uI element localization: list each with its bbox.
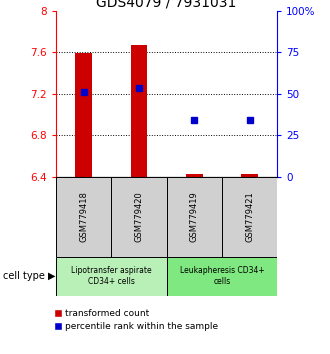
Bar: [222, 177, 277, 257]
Title: GDS4079 / 7931031: GDS4079 / 7931031: [96, 0, 237, 10]
Bar: [112, 177, 167, 257]
Bar: [56, 177, 112, 257]
Text: cell type: cell type: [3, 271, 45, 281]
Bar: [186, 174, 203, 177]
Legend: transformed count, percentile rank within the sample: transformed count, percentile rank withi…: [54, 309, 218, 331]
Text: GSM779418: GSM779418: [79, 192, 88, 242]
Text: Lipotransfer aspirate
CD34+ cells: Lipotransfer aspirate CD34+ cells: [71, 267, 152, 286]
Bar: [56, 257, 167, 296]
Bar: [241, 174, 258, 177]
Text: GSM779420: GSM779420: [135, 192, 144, 242]
Bar: [167, 257, 277, 296]
Text: ▶: ▶: [48, 271, 55, 281]
Bar: [167, 177, 222, 257]
Text: GSM779419: GSM779419: [190, 192, 199, 242]
Text: GSM779421: GSM779421: [245, 192, 254, 242]
Bar: [76, 53, 92, 177]
Bar: [131, 45, 147, 177]
Text: Leukapheresis CD34+
cells: Leukapheresis CD34+ cells: [180, 267, 264, 286]
